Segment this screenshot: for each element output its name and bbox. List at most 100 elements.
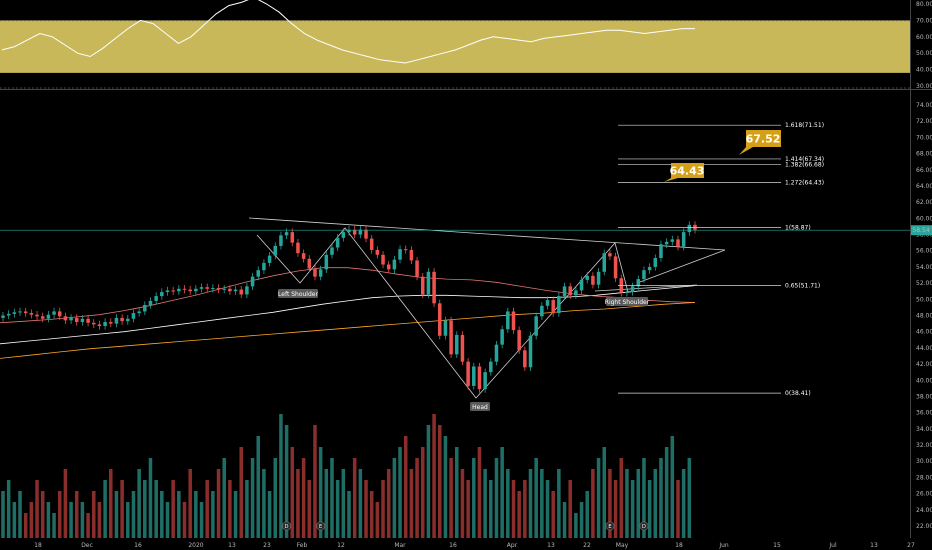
candle-body: [284, 232, 289, 236]
volume-bar: [511, 480, 516, 538]
volume-bar: [477, 447, 482, 538]
volume-bar: [160, 491, 164, 538]
price-tick-label: 64.00: [916, 183, 932, 190]
candle-body: [506, 311, 510, 330]
time-tick-label: Jun: [718, 542, 729, 549]
volume-bar: [596, 458, 601, 538]
fib-level-label: 0.65(51.71): [785, 282, 820, 289]
volume-bar: [455, 447, 459, 538]
candle-body: [352, 229, 357, 235]
candle-body: [63, 316, 68, 321]
event-marker-icon[interactable]: [282, 521, 292, 531]
volume-bar: [18, 491, 22, 538]
candle-body: [455, 334, 459, 355]
price-tick-label: 68.00: [916, 151, 932, 158]
candle-body: [267, 255, 272, 263]
volume-bar: [352, 458, 357, 538]
left-shoulder-label: Left Shoulder: [278, 291, 318, 298]
volume-bar: [386, 469, 391, 538]
head-and-shoulders-drawing[interactable]: [248, 217, 726, 399]
pattern-neckline: [594, 284, 698, 292]
price-targets[interactable]: 64.43 67.52: [664, 130, 781, 182]
volume-bar: [154, 480, 158, 538]
candle-body: [585, 275, 589, 280]
volume-bar: [307, 480, 312, 538]
candle-body: [330, 247, 334, 255]
target-callout-1[interactable]: 64.43: [664, 163, 704, 182]
volume-bar: [449, 458, 453, 538]
volume-bar: [500, 447, 504, 538]
volume-bar: [86, 513, 90, 538]
candle-body: [182, 288, 187, 290]
candle-body: [52, 311, 56, 315]
candle-body: [313, 268, 317, 277]
volume-bar: [398, 447, 402, 538]
volume-bar: [568, 480, 572, 538]
volume-bar: [630, 480, 635, 538]
price-tick-label: 38.00: [916, 393, 932, 400]
candle-body: [664, 241, 669, 245]
volume-bar: [659, 458, 663, 538]
candle-body: [449, 320, 453, 355]
candle-body: [500, 329, 504, 345]
time-tick-label: 18: [34, 542, 42, 549]
volume-bar: [676, 480, 680, 538]
candle-body: [57, 311, 62, 317]
time-tick-label: Apr: [507, 542, 518, 549]
candle-body: [432, 271, 436, 304]
volume-bar: [585, 491, 589, 538]
event-marker-letter: D: [642, 524, 646, 530]
target-callout-2[interactable]: 67.52: [739, 130, 781, 155]
time-tick-label: 18: [675, 542, 683, 549]
fib-level-label: 1(58.87): [785, 225, 811, 232]
oscillator-tick-label: 50.00: [916, 50, 932, 57]
candle-body: [557, 296, 561, 314]
candle-body: [347, 229, 351, 233]
volume-bar: [171, 480, 175, 538]
candle-body: [517, 330, 521, 351]
volume-bar: [489, 480, 493, 538]
volume-bar: [211, 491, 215, 538]
candle-body: [477, 366, 482, 390]
candle-body: [602, 253, 607, 272]
candle-body: [460, 334, 465, 362]
volume-bar: [12, 502, 17, 538]
fibonacci-extension[interactable]: 1.618(71.51) 1.414(67.34)1.382(66.68) 1.27…: [618, 122, 824, 397]
candle-body: [437, 303, 442, 336]
candle-body: [398, 249, 402, 260]
volume-bar: [613, 480, 618, 538]
oscillator-tick-label: 80.00: [916, 1, 932, 8]
candle-body: [307, 258, 312, 269]
time-tick-label: Jul: [828, 542, 837, 549]
volume-bar: [279, 414, 283, 538]
candle-body: [551, 300, 555, 314]
candle-body: [177, 288, 181, 292]
volume-bar: [681, 469, 686, 538]
event-marker-icon[interactable]: [316, 521, 326, 531]
candle-body: [205, 287, 209, 289]
candle-body: [120, 317, 124, 322]
volume-bar: [239, 447, 243, 538]
candle-body: [74, 317, 79, 322]
volume-bar: [182, 502, 187, 538]
volume-bar: [131, 491, 136, 538]
volume-bar: [642, 458, 646, 538]
event-marker-letter: E: [319, 524, 322, 530]
event-marker-icon[interactable]: [639, 521, 649, 531]
volume-bar: [392, 458, 397, 538]
volume-bar: [653, 469, 658, 538]
candle-body: [335, 237, 340, 248]
candle-body: [262, 262, 266, 271]
price-tick-label: 42.00: [916, 361, 932, 368]
candle-body: [194, 288, 198, 292]
time-tick-label: 13: [870, 542, 878, 549]
time-axis[interactable]: 18 Dec 16 2020 13 23 Feb 12 Mar 16 Apr 13 22 May 18 Jun…: [34, 542, 915, 549]
time-tick-label: 16: [134, 542, 142, 549]
price-tick-label: 22.00: [916, 523, 932, 530]
price-axis[interactable]: 74.00 72.00 70.00 68.00 66.00 64.00 62.00 60.00…: [916, 102, 932, 530]
volume-bar: [574, 513, 578, 538]
event-marker-icon[interactable]: [605, 521, 615, 531]
candle-body: [375, 249, 380, 255]
